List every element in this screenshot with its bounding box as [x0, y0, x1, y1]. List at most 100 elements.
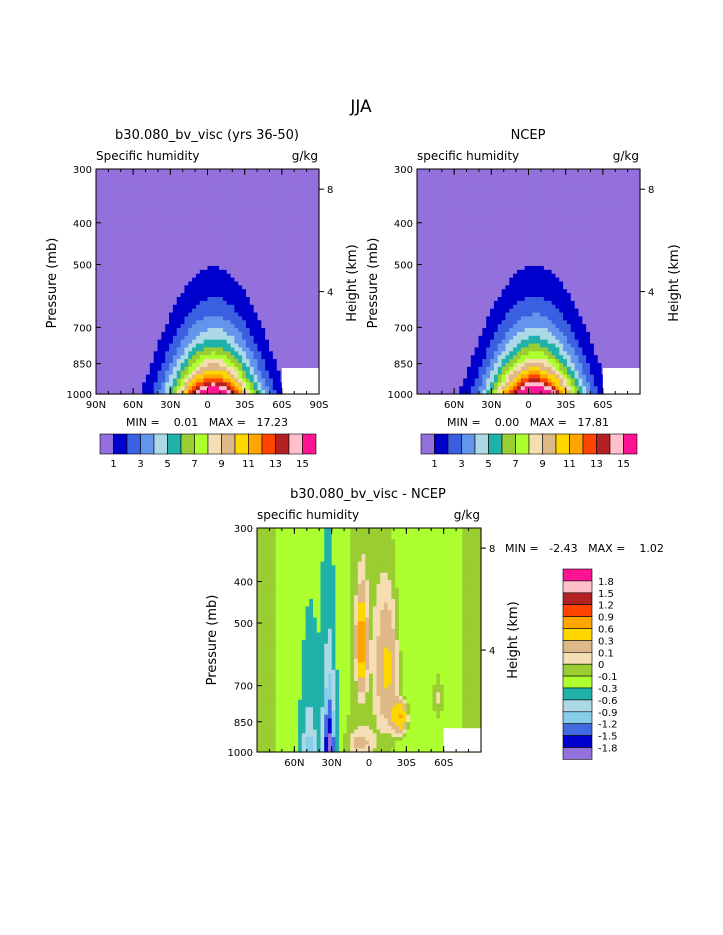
field-cell — [265, 300, 270, 306]
field-cell — [524, 196, 530, 201]
field-cell — [551, 211, 557, 217]
field-cell — [126, 351, 132, 356]
field-cell — [134, 211, 139, 217]
field-cell — [295, 180, 301, 186]
field-cell — [211, 289, 216, 294]
field-cell — [149, 188, 155, 193]
field-cell — [265, 180, 270, 186]
field-cell — [420, 203, 426, 209]
field-cell — [555, 184, 560, 189]
field-cell — [295, 246, 301, 252]
field-cell — [176, 273, 182, 279]
field-cell — [272, 207, 278, 213]
field-cell — [311, 312, 316, 318]
field-cell — [436, 246, 441, 252]
field-cell — [203, 331, 209, 337]
field-cell — [609, 211, 614, 217]
field-cell — [497, 172, 503, 178]
field-cell — [628, 246, 633, 252]
field-cell — [242, 238, 247, 244]
field-cell — [272, 203, 278, 209]
field-cell — [192, 265, 197, 271]
field-cell — [211, 285, 216, 290]
field-cell — [115, 172, 120, 178]
field-cell — [443, 223, 449, 228]
field-cell — [447, 242, 453, 248]
field-cell — [115, 343, 120, 349]
field-cell — [520, 265, 526, 271]
field-cell — [161, 339, 166, 345]
field-cell — [307, 300, 312, 306]
field-cell — [226, 335, 232, 341]
field-cell — [451, 238, 457, 244]
panel-ncep: NCEP specific humidity g/kg 300400500700… — [366, 128, 682, 470]
field-cell — [245, 285, 251, 290]
field-cell — [636, 231, 641, 236]
field-cell — [142, 219, 147, 224]
field-cell — [261, 281, 266, 286]
field-cell — [590, 246, 595, 252]
field-cell — [551, 219, 557, 224]
field-cell — [253, 258, 259, 263]
field-cell — [176, 304, 182, 310]
field-cell — [520, 203, 526, 209]
field-cell — [547, 219, 553, 224]
field-cell — [122, 238, 128, 244]
field-cell — [188, 277, 193, 283]
field-cell — [192, 219, 197, 224]
field-cell — [276, 188, 282, 193]
field-cell — [555, 192, 560, 197]
field-cell — [501, 234, 507, 240]
field-cell — [478, 238, 483, 244]
field-cell — [245, 324, 251, 329]
field-cell — [276, 378, 282, 383]
field-cell — [570, 184, 576, 189]
colorbar-label: 1 — [110, 459, 116, 470]
panel-ncep-field — [417, 169, 641, 395]
field-cell — [188, 347, 193, 352]
field-cell — [169, 285, 174, 290]
field-cell — [107, 297, 112, 302]
field-cell — [203, 281, 209, 286]
field-cell — [303, 324, 309, 329]
field-cell — [245, 289, 251, 294]
field-cell — [96, 359, 101, 364]
field-cell — [215, 227, 220, 232]
field-cell — [574, 219, 580, 224]
field-cell — [265, 242, 270, 248]
field-cell — [249, 227, 255, 232]
field-cell — [292, 273, 297, 279]
field-cell — [172, 297, 178, 302]
field-cell — [184, 231, 189, 236]
field-cell — [524, 231, 530, 236]
field-cell — [115, 211, 120, 217]
field-cell — [219, 219, 224, 224]
field-cell — [299, 289, 305, 294]
field-cell — [165, 269, 170, 275]
field-cell — [188, 308, 193, 314]
field-cell — [138, 269, 143, 275]
field-cell — [295, 238, 301, 244]
field-cell — [103, 265, 109, 271]
field-cell — [490, 254, 495, 259]
field-cell — [153, 343, 159, 349]
field-cell — [532, 223, 537, 228]
field-cell — [145, 312, 151, 318]
field-cell — [99, 211, 105, 217]
field-cell — [536, 219, 541, 224]
field-cell — [122, 339, 128, 345]
field-cell — [447, 172, 453, 178]
field-cell — [122, 242, 128, 248]
field-cell — [440, 200, 445, 205]
field-cell — [172, 192, 178, 197]
field-cell — [211, 331, 216, 337]
field-cell — [276, 176, 282, 182]
field-cell — [505, 238, 510, 244]
field-cell — [249, 169, 255, 174]
field-cell — [242, 297, 247, 302]
field-cell — [559, 262, 564, 267]
field-cell — [543, 192, 549, 197]
field-cell — [165, 343, 170, 349]
field-cell — [207, 200, 212, 205]
field-cell — [253, 184, 259, 189]
